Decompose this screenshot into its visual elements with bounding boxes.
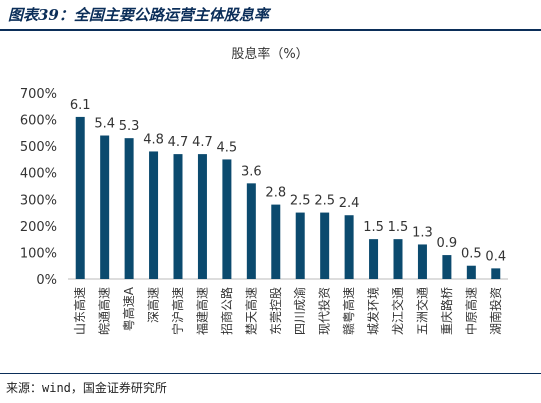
- y-tick-label: 0%: [36, 273, 57, 288]
- x-tick-label: 宁沪高速: [170, 287, 185, 335]
- x-axis-labels: 山东高速 皖通高速 粤高速A 深高速 宁沪高速 福建高速 招商公路 楚天高速 东莞控股 四川成渝现…: [72, 286, 503, 335]
- x-tick-label: 湖南投资: [488, 287, 503, 335]
- x-tick-label: 现代投资: [317, 287, 332, 335]
- x-tick-label: 城发环境: [366, 287, 381, 335]
- x-tick-label: 赣粤高速: [341, 287, 356, 335]
- bar: [442, 255, 452, 279]
- data-label: 2.4: [339, 196, 360, 211]
- y-tick-label: 300%: [20, 193, 57, 208]
- bar: [466, 265, 476, 279]
- figure-title: 图表39：全国主要公路运营主体股息率: [8, 6, 269, 24]
- x-tick-label: 重庆路桥: [439, 287, 454, 335]
- bar: [491, 268, 501, 279]
- value-labels: 6.15.4 5.34.8 4.7 4.7 4.53.62.82.5 2.5 2.41.5 1…: [70, 98, 506, 264]
- data-label: 4.7: [192, 135, 213, 150]
- bar: [222, 159, 232, 279]
- x-tick-label: 皖通高速: [97, 287, 112, 335]
- bar: [100, 135, 110, 279]
- data-label: 0.4: [485, 249, 506, 264]
- bar: [393, 239, 403, 279]
- bar: [417, 244, 427, 279]
- x-tick-label: 东莞控股: [269, 287, 283, 335]
- y-tick-label: 200%: [20, 220, 57, 235]
- title-divider: [0, 29, 541, 31]
- data-label: 2.5: [290, 194, 311, 209]
- data-label: 6.1: [70, 98, 91, 113]
- x-tick-label: 招商公路: [219, 287, 234, 335]
- source-divider: [0, 373, 541, 374]
- bar: [149, 151, 159, 279]
- data-label: 2.8: [265, 186, 286, 201]
- x-tick-label: 楚天高速: [243, 287, 258, 335]
- data-label: 5.4: [94, 117, 115, 132]
- bar: [246, 183, 256, 279]
- y-tick-label: 600%: [20, 114, 57, 129]
- x-tick-label: 粤高速A: [121, 286, 136, 331]
- bar: [295, 212, 305, 279]
- data-label: 1.3: [412, 225, 433, 240]
- data-label: 0.9: [437, 236, 458, 251]
- x-tick-label: 福建高速: [194, 287, 209, 335]
- bars: [75, 116, 501, 280]
- y-tick-label: 100%: [20, 246, 57, 261]
- x-tick-label: 中原高速: [463, 287, 478, 335]
- bar: [320, 212, 330, 279]
- x-tick-label: 深高速: [146, 287, 161, 323]
- data-label: 1.5: [363, 220, 384, 235]
- data-label: 2.5: [314, 194, 335, 209]
- dividend-yield-bar-chart: 股息率（%） 0% 100% 200% 300% 400% 500% 600% 700% 6.…: [20, 46, 508, 335]
- x-tick-label: 四川成渝: [292, 287, 307, 335]
- x-tick-label: 五洲交通: [414, 287, 429, 335]
- data-label: 4.8: [143, 132, 164, 147]
- data-label: 4.5: [217, 140, 238, 155]
- x-tick-label: 山东高速: [72, 287, 87, 335]
- bar: [124, 138, 134, 279]
- bar: [173, 154, 183, 279]
- x-tick-label: 龙江交通: [390, 287, 405, 335]
- bar: [197, 154, 207, 279]
- data-label: 3.6: [241, 164, 262, 179]
- y-tick-label: 400%: [20, 167, 57, 182]
- y-tick-label: 700%: [20, 87, 57, 102]
- bar: [344, 215, 354, 279]
- data-label: 1.5: [388, 220, 409, 235]
- chart-title: 股息率（%）: [231, 46, 308, 62]
- data-label: 4.7: [168, 135, 189, 150]
- y-tick-label: 500%: [20, 140, 57, 155]
- bar: [369, 239, 379, 279]
- data-label: 0.5: [461, 247, 482, 262]
- bar: [75, 116, 85, 280]
- y-axis: 0% 100% 200% 300% 400% 500% 600% 700%: [20, 87, 508, 288]
- source-note: 来源：wind，国金证券研究所: [6, 381, 167, 395]
- bar: [271, 204, 281, 279]
- data-label: 5.3: [119, 119, 140, 134]
